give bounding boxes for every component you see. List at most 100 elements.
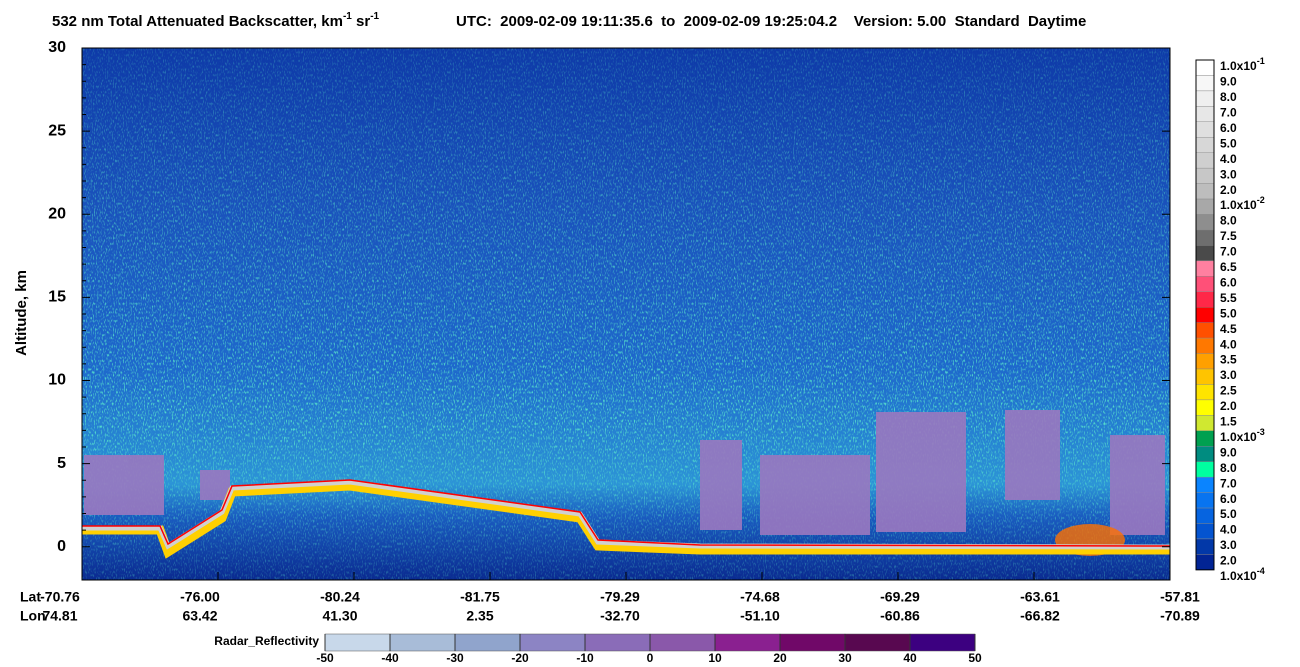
x-tick-label: 63.42 <box>182 608 217 624</box>
colorbar-label-exponent: -1 <box>1257 56 1265 66</box>
colorbar-swatch <box>1195 446 1215 462</box>
colorbar-swatch <box>1195 384 1215 401</box>
radar-tick-label: 10 <box>708 651 722 665</box>
colorbar-label: 3.0 <box>1220 538 1237 552</box>
x-tick-label: -57.81 <box>1160 589 1200 605</box>
colorbar-swatch <box>1195 198 1215 215</box>
radar-swatch <box>909 633 976 652</box>
colorbar-label: 2.0 <box>1220 183 1237 197</box>
y-tick-label: 30 <box>48 39 66 56</box>
radar-swatch <box>649 633 716 652</box>
colorbar-swatch <box>1195 245 1215 262</box>
colorbar-swatch <box>1195 183 1215 200</box>
radar-swatch <box>324 633 391 652</box>
colorbar-label: 1.0x10-1 <box>1220 56 1265 73</box>
colorbar-label: 5.5 <box>1220 291 1237 305</box>
colorbar-label: 1.0x10-3 <box>1220 427 1265 444</box>
radar-tick-label: -50 <box>316 651 334 665</box>
colorbar-label: 6.0 <box>1220 275 1237 289</box>
colorbar-label-mantissa: 1.0x10 <box>1220 569 1257 583</box>
colorbar-label: 3.0 <box>1220 368 1237 382</box>
x-tick-label: -79.29 <box>600 589 640 605</box>
colorbar-label: 2.0 <box>1220 399 1237 413</box>
x-tick-label: -70.89 <box>1160 608 1200 624</box>
colorbar-label: 7.0 <box>1220 476 1237 490</box>
radar-tick-label: 40 <box>903 651 917 665</box>
x-tick-label: -81.75 <box>460 589 500 605</box>
colorbar-label: 2.0 <box>1220 554 1237 568</box>
colorbar-swatch <box>1195 507 1215 524</box>
colorbar-swatch <box>1195 59 1215 76</box>
colorbar-label: 8.0 <box>1220 214 1237 228</box>
colorbar-label: 6.5 <box>1220 260 1237 274</box>
colorbar-swatch <box>1195 368 1215 385</box>
y-axis-label: Altitude, km <box>13 270 30 356</box>
colorbar-swatch <box>1195 291 1215 308</box>
colorbar-swatch <box>1195 399 1215 416</box>
colorbar-label: 3.5 <box>1220 353 1237 367</box>
colorbar-label: 8.0 <box>1220 90 1237 104</box>
x-row-name: Lon <box>20 608 46 624</box>
x-tick-label: -69.29 <box>880 589 920 605</box>
backscatter-image <box>82 48 1171 580</box>
x-row-name: Lat <box>20 589 41 605</box>
x-tick-label: 74.81 <box>42 608 77 624</box>
radar-tick-label: 50 <box>968 651 982 665</box>
colorbar-label-mantissa: 1.0x10 <box>1220 198 1257 212</box>
x-tick-label: 41.30 <box>322 608 357 624</box>
y-tick-label: 10 <box>48 372 66 389</box>
x-tick-label: 2.35 <box>466 608 493 624</box>
colorbar-swatch <box>1195 152 1215 169</box>
y-tick-label: 0 <box>57 538 66 555</box>
colorbar-label: 1.0x10-2 <box>1220 195 1265 212</box>
colorbar-label-exponent: -4 <box>1257 566 1265 576</box>
colorbar-swatch <box>1195 260 1215 277</box>
radar-tick-label: -40 <box>381 651 399 665</box>
colorbar-label: 1.5 <box>1220 415 1237 429</box>
y-tick-label: 5 <box>57 455 66 472</box>
axes: 0 5 10 15 20 25 30 Lat -70.76 -76.00 -80.24 -81.75 -… <box>20 39 1265 665</box>
chart-subtitle: UTC: 2009-02-09 19:11:35.6 to 2009-02-09… <box>456 13 1086 30</box>
radar-tick-label: -30 <box>446 651 464 665</box>
x-tick-label: -63.61 <box>1020 589 1060 605</box>
chart-title: 532 nm Total Attenuated Backscatter, km-… <box>52 11 380 30</box>
colorbar-label: 8.0 <box>1220 461 1237 475</box>
colorbar-label: 4.0 <box>1220 523 1237 537</box>
x-tick-label: -80.24 <box>320 589 360 605</box>
x-tick-label: -51.10 <box>740 608 780 624</box>
colorbar-swatch <box>1195 538 1215 555</box>
colorbar-label: 9.0 <box>1220 445 1237 459</box>
colorbar-label: 5.0 <box>1220 136 1237 150</box>
colorbar-label: 6.0 <box>1220 121 1237 135</box>
radar-tick-label: 0 <box>647 651 654 665</box>
radar-swatch <box>389 633 456 652</box>
colorbar-label-exponent: -2 <box>1257 195 1265 205</box>
radar-tick-label: -20 <box>511 651 529 665</box>
x-tick-label: -32.70 <box>600 608 640 624</box>
colorbar-label: 4.0 <box>1220 337 1237 351</box>
y-tick-label: 20 <box>48 205 66 222</box>
colorbar-swatch <box>1195 137 1215 153</box>
colorbar-swatch <box>1195 415 1215 432</box>
radar-swatch <box>844 633 911 652</box>
radar-swatch <box>584 633 651 652</box>
colorbar-swatch <box>1195 430 1215 447</box>
colorbar-label: 7.0 <box>1220 245 1237 259</box>
colorbar-label: 6.0 <box>1220 492 1237 506</box>
x-tick-label: -76.00 <box>180 589 220 605</box>
colorbar-label-mantissa: 1.0x10 <box>1220 59 1257 73</box>
radar-swatch <box>779 633 846 652</box>
colorbar-swatch <box>1195 476 1215 493</box>
x-tick-label: -66.82 <box>1020 608 1060 624</box>
radar-tick-label: -10 <box>576 651 594 665</box>
colorbar-swatch <box>1195 337 1215 354</box>
colorbar-swatch <box>1195 353 1215 370</box>
y-tick-label: 25 <box>48 122 66 139</box>
colorbar-swatch <box>1195 214 1215 231</box>
colorbar-swatch <box>1195 75 1215 92</box>
colorbar-swatch <box>1195 492 1215 509</box>
colorbar-label: 7.5 <box>1220 229 1237 243</box>
colorbar-label: 7.0 <box>1220 106 1237 120</box>
colorbar-swatch <box>1195 90 1215 107</box>
